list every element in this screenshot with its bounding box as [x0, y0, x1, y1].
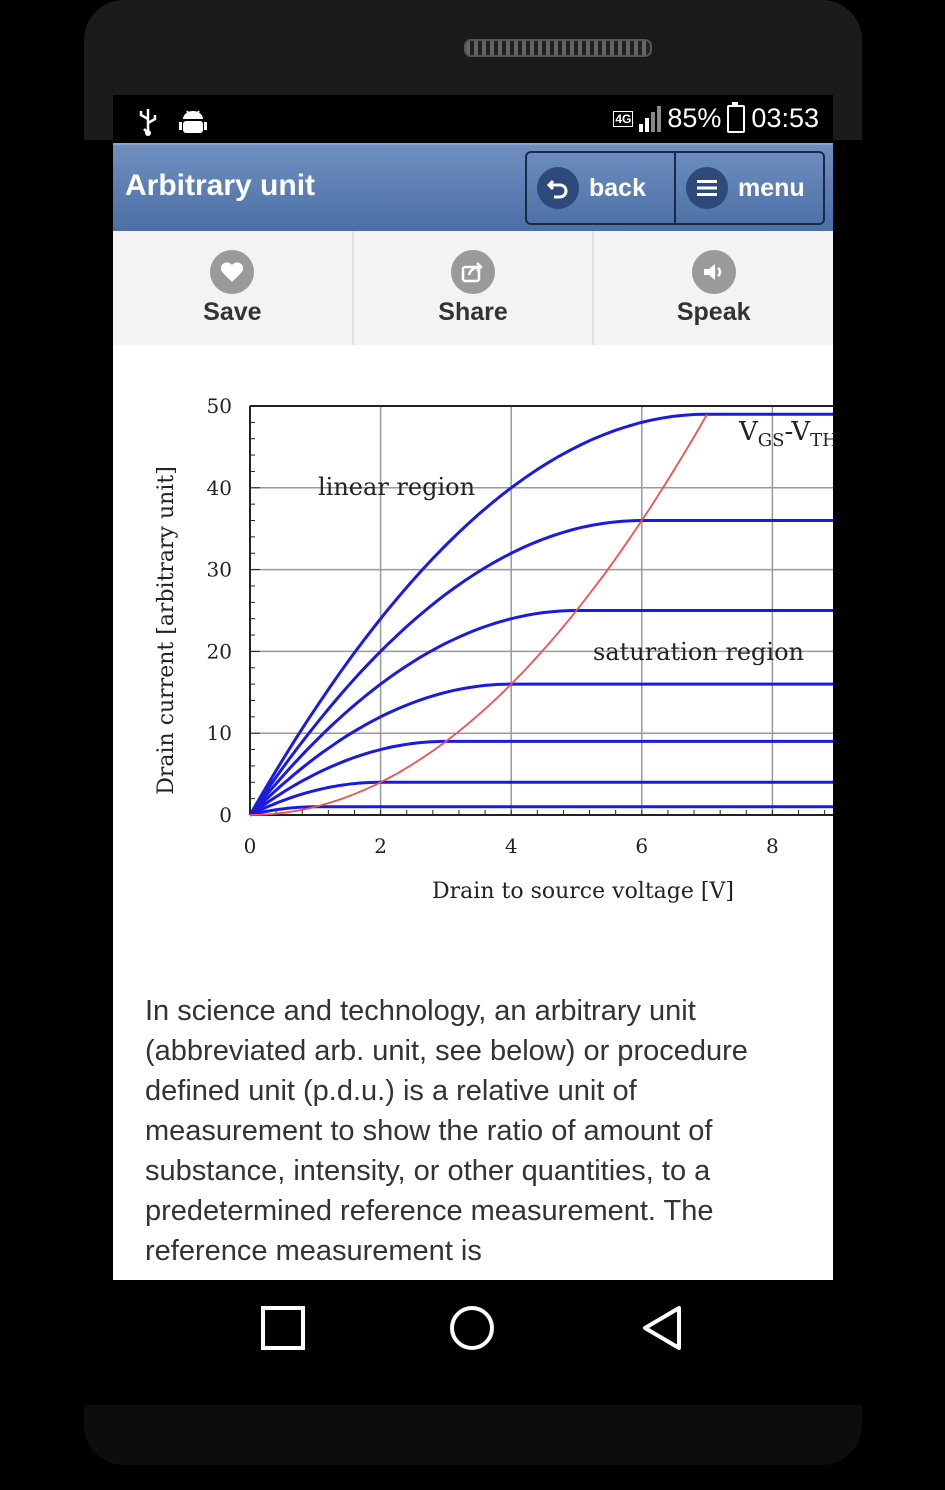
- saturation-boundary-curve: [249, 413, 708, 816]
- menu-label: menu: [738, 173, 805, 202]
- y-tick-label: 20: [207, 639, 232, 663]
- app-bar-buttons: back menu: [525, 151, 825, 225]
- article-content: 0 10 20 30 40 50 0 2 4 6 8 Drain to source voltage …: [113, 345, 833, 1280]
- y-tick-label: 50: [207, 394, 232, 418]
- save-label: Save: [203, 297, 262, 326]
- article-paragraph: In science and technology, an arbitrary …: [145, 995, 748, 1267]
- home-icon[interactable]: [448, 1304, 496, 1352]
- annotation-saturation-region: saturation region: [593, 638, 804, 666]
- x-tick-label: 6: [635, 834, 648, 858]
- navigation-bar: [113, 1280, 833, 1375]
- annotation-vgs-vth: VGS-VTH: [738, 417, 833, 451]
- android-debug-icon: [179, 107, 207, 144]
- share-icon: [451, 249, 495, 294]
- battery-icon: [727, 101, 746, 133]
- menu-button[interactable]: menu: [674, 153, 823, 223]
- x-tick-label: 4: [505, 834, 518, 858]
- page-title: Arbitrary unit: [125, 169, 316, 202]
- back-label: back: [589, 173, 646, 202]
- drain-current-curve: [249, 805, 833, 817]
- back-button[interactable]: back: [527, 153, 674, 223]
- drain-current-curve: [249, 739, 833, 817]
- y-tick-label: 10: [207, 721, 232, 745]
- speaker-grille: [464, 39, 652, 57]
- undo-arrow-icon: [537, 167, 579, 209]
- phone-bezel-bottom: [84, 1405, 862, 1465]
- share-button[interactable]: Share: [354, 231, 595, 345]
- speak-button[interactable]: Speak: [594, 231, 833, 345]
- y-tick-label: 40: [207, 476, 232, 500]
- share-label: Share: [438, 297, 508, 326]
- y-tick-label: 30: [207, 558, 232, 582]
- back-nav-icon[interactable]: [639, 1304, 687, 1352]
- action-toolbar: Save Share Speak: [113, 231, 833, 346]
- y-tick-label: 0: [219, 803, 232, 827]
- drain-current-curve: [248, 519, 833, 816]
- status-bar: 4G 85% 03:53: [113, 95, 833, 143]
- clock: 03:53: [751, 103, 819, 133]
- device-screen: 4G 85% 03:53 Arbitrary unit back menu: [113, 95, 833, 1280]
- y-axis-label: Drain current [arbitrary unit]: [154, 466, 179, 795]
- drain-current-curve: [248, 682, 833, 817]
- drain-current-curve: [248, 609, 833, 816]
- hamburger-icon: [686, 167, 728, 209]
- battery-percent: 85%: [667, 103, 722, 133]
- mosfet-iv-chart: 0 10 20 30 40 50 0 2 4 6 8 Drain to source voltage …: [154, 394, 833, 904]
- app-bar: Arbitrary unit back menu: [113, 143, 833, 233]
- speaker-icon: [691, 249, 736, 294]
- signal-strength-icon: [639, 105, 662, 132]
- x-tick-label: 2: [374, 834, 387, 858]
- drain-current-curve: [248, 412, 833, 816]
- x-tick-label: 8: [766, 834, 779, 858]
- heart-icon: [210, 249, 255, 294]
- recent-apps-icon[interactable]: [259, 1304, 307, 1352]
- speak-label: Speak: [676, 297, 751, 326]
- drain-current-curve: [249, 780, 833, 817]
- usb-icon: [137, 107, 159, 144]
- x-axis-label: Drain to source voltage [V]: [432, 879, 734, 904]
- save-button[interactable]: Save: [113, 231, 354, 345]
- network-4g-icon: 4G: [613, 110, 634, 127]
- x-tick-label: 0: [244, 834, 257, 858]
- annotation-linear-region: linear region: [318, 473, 475, 501]
